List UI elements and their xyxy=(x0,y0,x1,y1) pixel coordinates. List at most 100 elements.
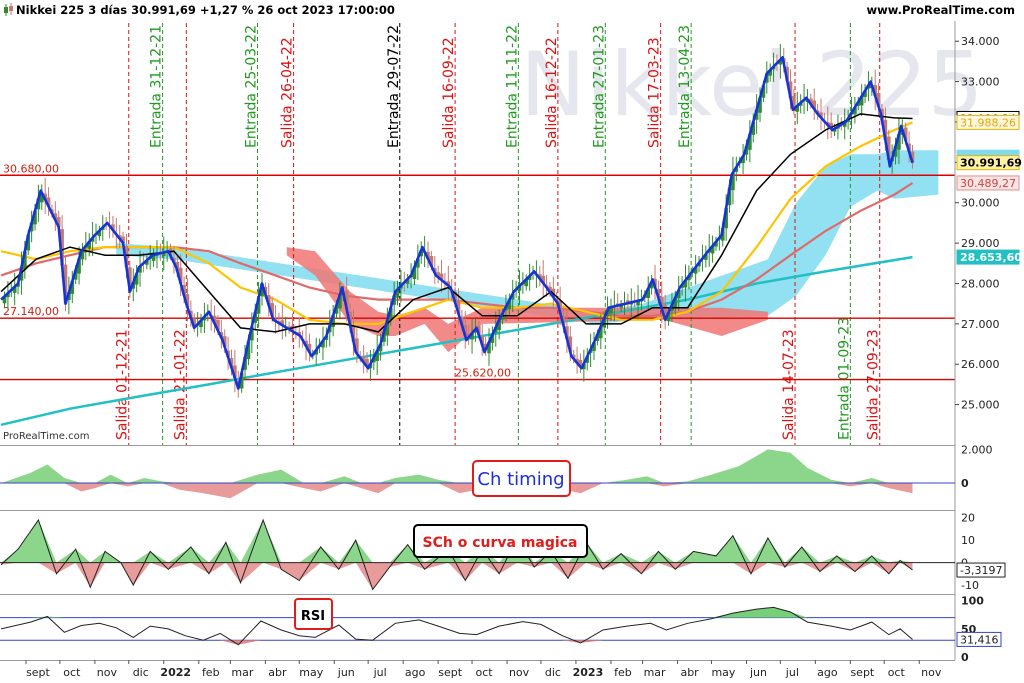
candle-body xyxy=(568,336,573,352)
x-tick-label: dic xyxy=(545,666,561,679)
candle-body xyxy=(250,326,254,341)
candle-body xyxy=(463,325,468,337)
candle-body xyxy=(161,252,166,257)
candle-body xyxy=(903,127,908,141)
rsi-line xyxy=(0,606,913,646)
price-axis-tick-label: 29.000 xyxy=(961,237,1000,250)
candle-body xyxy=(609,307,613,314)
candle-body xyxy=(578,359,583,367)
candle-body xyxy=(585,356,590,363)
candle-body xyxy=(795,105,800,112)
candle-body xyxy=(60,229,64,266)
candle-body xyxy=(97,230,102,237)
candle-body xyxy=(446,281,451,286)
candle-body xyxy=(761,85,766,98)
candle-body xyxy=(883,119,888,141)
candle-body xyxy=(297,331,302,336)
candle-body xyxy=(216,319,220,331)
candle-body xyxy=(524,279,529,287)
price-tag: 28.653,60 xyxy=(960,251,1022,264)
candle-body xyxy=(12,286,17,293)
ch-timing-positive-area xyxy=(1,449,913,484)
candle-body xyxy=(602,318,606,328)
signal-label: Salida 17-03-23 xyxy=(647,37,663,148)
candle-body xyxy=(497,319,501,331)
price-tag-box xyxy=(956,155,1020,171)
candle-body xyxy=(416,258,420,268)
x-tick-label: may xyxy=(711,666,735,679)
price-tag-box xyxy=(956,175,1020,191)
candle-body xyxy=(266,295,271,306)
x-tick-label: 2022 xyxy=(160,666,191,679)
candle-body xyxy=(395,289,400,298)
candle-body xyxy=(46,197,51,207)
candle-body xyxy=(507,300,512,309)
candle-body xyxy=(128,267,132,292)
candle-body xyxy=(56,217,61,227)
candle-body xyxy=(538,274,542,279)
ch-timing-panel[interactable]: 2.000 0 xyxy=(0,443,993,511)
candle-body xyxy=(36,198,41,210)
x-tick-label: jul xyxy=(373,666,387,679)
candle-body xyxy=(456,300,461,314)
candle-body xyxy=(575,358,579,363)
price-panel[interactable]: Nikkei 225 Salida 01-12-21 Entrada 31-12-2… xyxy=(0,21,1022,660)
candle-body xyxy=(510,293,515,300)
candle-body xyxy=(571,354,576,359)
sch-panel[interactable]: 20100-10-3,3197 xyxy=(0,512,1006,595)
sch-tick-label: 20 xyxy=(961,512,975,525)
candle-body xyxy=(355,338,359,354)
price-axis-tick-label: 25.000 xyxy=(961,399,1000,412)
signal-label: Salida 01-12-21 xyxy=(115,329,131,440)
price-axis-tick-label: 34.000 xyxy=(961,35,1000,48)
candle-body xyxy=(412,266,417,280)
sch-last-value-box xyxy=(956,562,1006,578)
candle-body xyxy=(863,90,867,97)
ch-timing-tick-label: 0 xyxy=(961,477,969,490)
x-tick-label: jun xyxy=(749,666,767,679)
candle-body xyxy=(260,283,264,297)
price-tag: 31.988,26 xyxy=(960,116,1016,129)
candle-body xyxy=(138,266,142,273)
candle-body xyxy=(385,319,390,335)
candle-body xyxy=(192,318,197,328)
x-tick-label: dic xyxy=(133,666,149,679)
candle-body xyxy=(382,331,386,342)
candle-body xyxy=(477,325,481,335)
candle-body xyxy=(124,246,129,268)
candle-body xyxy=(243,356,247,370)
candle-body xyxy=(893,146,898,157)
candle-body xyxy=(490,334,495,343)
candle-body xyxy=(436,272,440,278)
x-tick-label: ago xyxy=(405,666,426,679)
candle-body xyxy=(439,273,444,281)
signal-label: Entrada 01-09-23 xyxy=(836,317,852,440)
x-tick-label: abr xyxy=(680,666,699,679)
candle-body xyxy=(758,97,762,113)
price-axis-tick-label: 30.000 xyxy=(961,197,1000,210)
candle-body xyxy=(182,284,186,296)
x-tick-label: sept xyxy=(438,666,462,679)
signal-label: Entrada 13-04-23 xyxy=(677,25,693,148)
candle-body xyxy=(222,336,227,347)
price-tag: 30.489,27 xyxy=(960,177,1016,190)
candle-body xyxy=(619,304,623,308)
sch-line xyxy=(0,518,913,591)
sch-title-box: SCh o curva magica xyxy=(413,524,588,558)
copyright-label: ProRealTime.com xyxy=(3,431,89,442)
candle-body xyxy=(80,249,85,260)
x-tick-label: nov xyxy=(921,666,942,679)
candle-body xyxy=(480,336,485,346)
signal-label: Salida 14-07-23 xyxy=(781,329,797,440)
ch-timing-tick-label: 2.000 xyxy=(961,443,993,456)
signal-label: Salida 27-09-23 xyxy=(866,329,882,440)
candle-body xyxy=(2,296,7,304)
candle-body xyxy=(487,342,491,354)
candle-body xyxy=(646,288,651,299)
candle-body xyxy=(453,291,457,303)
candle-body xyxy=(121,236,125,244)
signal-label: Entrada 27-01-23 xyxy=(591,25,607,148)
price-axis-tick-label: 33.000 xyxy=(961,76,1000,89)
